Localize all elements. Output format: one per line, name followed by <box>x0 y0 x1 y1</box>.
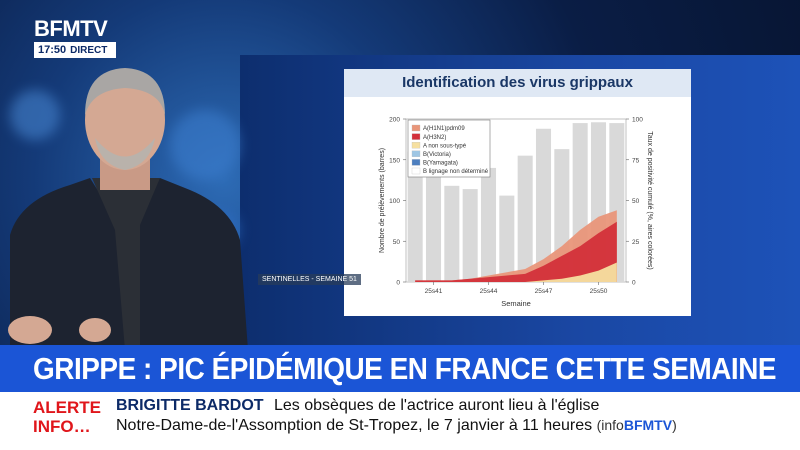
legend-label: B(Yamagata) <box>423 161 458 167</box>
legend-label: B(Victoria) <box>423 152 451 158</box>
bar <box>517 155 533 282</box>
area-series <box>415 221 617 282</box>
ticker-text-1: Les obsèques de l'actrice auront lieu à … <box>274 397 600 414</box>
news-ticker: ALERTE INFO… BRIGITTE BARDOT Les obsèque… <box>0 392 800 450</box>
ticker-person-name: BRIGITTE BARDOT <box>116 397 264 414</box>
y2-tick-label: 100 <box>632 117 643 124</box>
ticker-source: (infoBFMTV) <box>596 417 677 433</box>
legend-swatch <box>411 167 421 175</box>
source-caption: SENTINELLES - SEMAINE 51 <box>258 274 361 285</box>
logo-text: BFMTV <box>34 16 108 41</box>
legend-label: A(H1N1)pdm09 <box>423 126 465 132</box>
bar <box>425 163 442 282</box>
y-tick-label: 150 <box>389 157 400 164</box>
bar <box>480 167 497 282</box>
y2-tick-label: 0 <box>632 280 636 287</box>
y-tick-label: 200 <box>389 117 400 124</box>
ticker-text-2: Notre-Dame-de-l'Assomption de St-Tropez,… <box>116 417 593 434</box>
legend-swatch <box>411 159 421 166</box>
bokeh-light <box>10 90 60 140</box>
guest-person <box>8 68 248 350</box>
channel-logo: BFMTV 17:50 DIRECT <box>34 18 116 58</box>
bokeh-light <box>170 110 240 180</box>
y-tick-label: 0 <box>396 280 400 287</box>
bar <box>535 128 552 282</box>
legend-label: A(H3N2) <box>423 135 446 141</box>
y2-axis-label: Taux de positivité cumulé (%, aires colo… <box>646 131 653 270</box>
legend-label: B lignage non déterminé <box>423 169 489 175</box>
legend-swatch <box>411 124 421 132</box>
x-tick-label: 25s47 <box>535 288 553 295</box>
bar <box>407 151 423 282</box>
live-bar: 17:50 DIRECT <box>34 42 116 58</box>
y2-tick-label: 75 <box>632 157 640 164</box>
bar <box>444 185 460 282</box>
headline-banner: GRIPPE : PIC ÉPIDÉMIQUE EN FRANCE CETTE … <box>0 345 800 392</box>
legend-swatch <box>411 133 421 140</box>
x-tick-label: 25s41 <box>425 288 443 295</box>
bar <box>462 189 478 282</box>
alert-label: ALERTE INFO… <box>33 398 101 436</box>
ticker-line-2: Notre-Dame-de-l'Assomption de St-Tropez,… <box>116 417 677 435</box>
legend-box <box>407 119 491 178</box>
live-label: DIRECT <box>70 44 108 56</box>
y-tick-label: 100 <box>389 198 400 205</box>
legend-swatch <box>411 150 421 157</box>
y2-tick-label: 25 <box>632 239 640 246</box>
alert-label-line1: ALERTE <box>33 398 101 417</box>
legend-label: A non sous-typé <box>423 143 467 149</box>
y2-tick-label: 50 <box>632 198 640 205</box>
area-series <box>415 262 617 282</box>
x-tick-label: 25s44 <box>480 288 498 295</box>
slide-title: Identification des virus grippaux <box>344 69 691 97</box>
y-axis-label: Nombre de prélèvements (barres) <box>379 148 386 253</box>
clock: 17:50 <box>38 44 67 56</box>
y-tick-label: 50 <box>393 239 401 246</box>
ticker-line-1: BRIGITTE BARDOT Les obsèques de l'actric… <box>116 397 599 415</box>
legend-swatch <box>411 142 421 149</box>
x-tick-label: 25s50 <box>590 288 608 295</box>
slide-panel: Identification des virus grippaux 0 50 100… <box>344 69 691 316</box>
x-axis-label: Semaine <box>501 299 531 308</box>
headline-text: GRIPPE : PIC ÉPIDÉMIQUE EN FRANCE CETTE … <box>33 351 777 386</box>
bar <box>499 195 515 282</box>
influenza-chart: 0 50 100 150 200 0 25 50 75 100 25s41 25s44 25s47 25s… <box>379 117 653 309</box>
alert-label-line2: INFO… <box>33 417 91 436</box>
